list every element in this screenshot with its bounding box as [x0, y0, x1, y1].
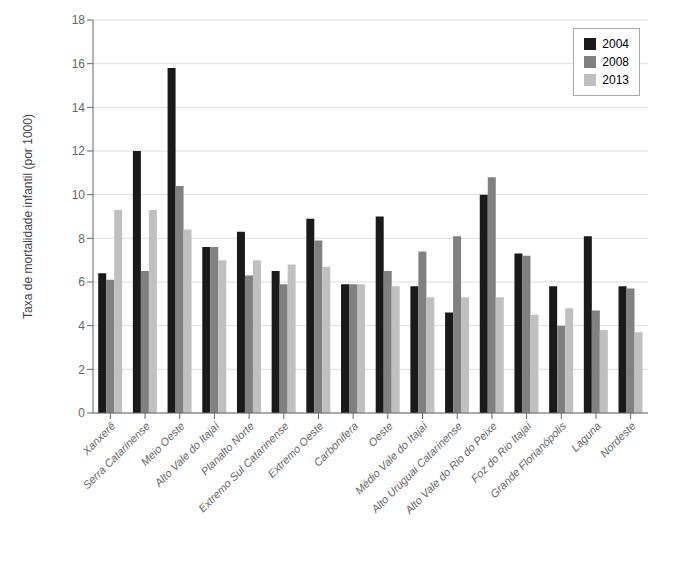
svg-text:14: 14 — [72, 101, 86, 115]
svg-text:Carbonifera: Carbonifera — [311, 420, 360, 469]
svg-text:Extremo Oeste: Extremo Oeste — [265, 420, 325, 480]
svg-text:4: 4 — [78, 319, 85, 333]
svg-text:Grande Florianópolis: Grande Florianópolis — [488, 419, 569, 500]
svg-text:Laguna: Laguna — [569, 420, 603, 454]
html-text:2008: 2008 — [602, 55, 629, 69]
svg-text:2: 2 — [78, 363, 85, 377]
svg-text:Meio Oeste: Meio Oeste — [138, 419, 187, 468]
html-text:2004: 2004 — [602, 37, 629, 51]
svg-text:Alto Vale do Rio do Peixe: Alto Vale do Rio do Peixe — [402, 419, 499, 516]
svg-text:Nordeste: Nordeste — [598, 420, 638, 460]
svg-text:Médio Vale do Itajaí: Médio Vale do Itajaí — [352, 419, 430, 497]
svg-text:18: 18 — [72, 13, 86, 27]
html-text:2013: 2013 — [602, 73, 629, 87]
svg-text:Planalto Norte: Planalto Norte — [198, 419, 257, 478]
svg-text:Xanxerê: Xanxerê — [79, 419, 118, 458]
svg-text:8: 8 — [78, 232, 85, 246]
svg-text:Alto Uruguai Catarinense: Alto Uruguai Catarinense — [368, 419, 465, 515]
svg-text:Serra Catarinense: Serra Catarinense — [80, 419, 153, 492]
svg-text:12: 12 — [72, 144, 86, 158]
svg-text:0: 0 — [78, 406, 85, 420]
svg-text:10: 10 — [72, 188, 86, 202]
svg-text:Oeste: Oeste — [366, 420, 395, 449]
svg-text:16: 16 — [72, 57, 86, 71]
svg-text:Alto Vale do Itajaí: Alto Vale do Itajaí — [152, 419, 223, 490]
svg-text:Foz do Rio Itajaí: Foz do Rio Itajaí — [469, 419, 535, 485]
svg-text:Taxa de mortalidade infantil (: Taxa de mortalidade infantil (por 1000) — [21, 114, 35, 319]
svg-text:Extremo Sul Catarinense: Extremo Sul Catarinense — [195, 419, 291, 515]
svg-text:6: 6 — [78, 275, 85, 289]
